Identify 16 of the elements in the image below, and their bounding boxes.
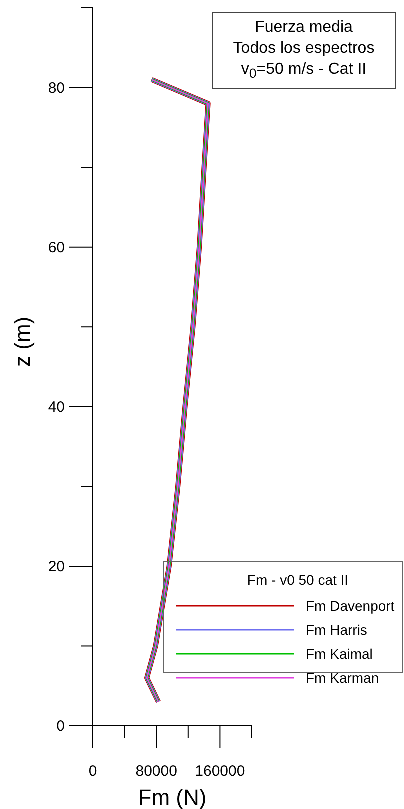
x-tick-label: 0 [88,763,98,780]
legend-title: Fm - v0 50 cat II [246,572,350,588]
y-tick-label: 20 [48,558,65,576]
y-tick-label: 0 [56,718,65,735]
x-tick-label: 160000 [195,763,246,780]
y-tick-label: 40 [48,398,65,416]
text: Fm Davenport [306,598,395,614]
x-tick-label: 80000 [136,763,178,780]
text: Fm Harris [306,622,368,638]
annotation: v$_{0}$=50 m/s - Cat II [241,61,367,82]
text: Fm Karman [306,670,380,686]
y-tick-label: 60 [48,239,65,256]
y-tick-label: 80 [48,80,65,97]
text: Fm Kaimal [306,646,373,662]
title-box: Fuerza media Todos los espectros v$_{0}$=50 m/s - Cat II [212,12,396,90]
y-axis-title: z (m) [10,316,35,367]
